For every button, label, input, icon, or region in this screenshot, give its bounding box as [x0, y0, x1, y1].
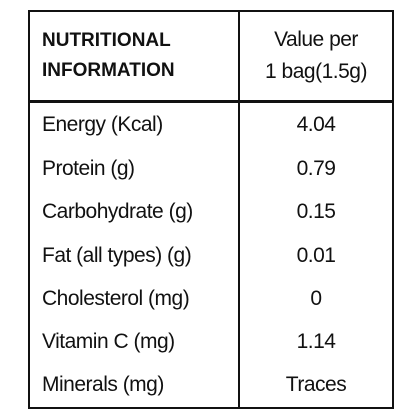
header-line: NUTRITIONAL	[42, 30, 171, 51]
nutrient-value: 0.15	[238, 190, 392, 234]
nutrient-value: Traces	[238, 363, 392, 407]
table-body: NUTRITIONAL INFORMATION Value per 1 bag(…	[30, 12, 392, 407]
table-row: Fat (all types) (g) 0.01	[30, 233, 392, 278]
table: NUTRITIONAL INFORMATION Value per 1 bag(…	[30, 12, 392, 407]
nutrition-table: NUTRITIONAL INFORMATION Value per 1 bag(…	[28, 10, 394, 409]
nutrient-name: Energy (Kcal)	[42, 113, 163, 137]
header-line: Value per	[274, 28, 358, 51]
header-left: NUTRITIONAL INFORMATION	[30, 12, 239, 103]
nutrient-name: Protein (g)	[42, 157, 135, 181]
table-row: Vitamin C (mg) 1.14	[30, 320, 392, 364]
table-row: Protein (g) 0.79	[30, 147, 392, 191]
nutrient-value: 0.01	[238, 233, 392, 278]
table-row: Energy (Kcal) 4.04	[30, 101, 392, 148]
nutrient-name: Cholesterol (mg)	[42, 286, 190, 310]
nutrient-value: 4.04	[238, 101, 392, 148]
header-line: INFORMATION	[42, 60, 175, 81]
table-row: Cholesterol (mg) 0	[30, 277, 392, 321]
nutrient-name: Carbohydrate (g)	[42, 200, 193, 224]
nutrient-value: 1.14	[238, 320, 392, 364]
table-row: Carbohydrate (g) 0.15	[30, 190, 392, 234]
header-row: NUTRITIONAL INFORMATION Value per 1 bag(…	[30, 12, 392, 103]
nutrient-value: 0.79	[238, 147, 392, 191]
nutrient-value: 0	[238, 277, 392, 321]
header-line: 1 bag(1.5g)	[265, 60, 367, 83]
table-row: Minerals (mg) Traces	[30, 363, 392, 407]
nutrient-name: Minerals (mg)	[42, 373, 164, 397]
nutrient-name: Fat (all types) (g)	[42, 243, 192, 267]
header-right: Value per 1 bag(1.5g)	[238, 12, 392, 103]
nutrient-name: Vitamin C (mg)	[42, 330, 175, 354]
